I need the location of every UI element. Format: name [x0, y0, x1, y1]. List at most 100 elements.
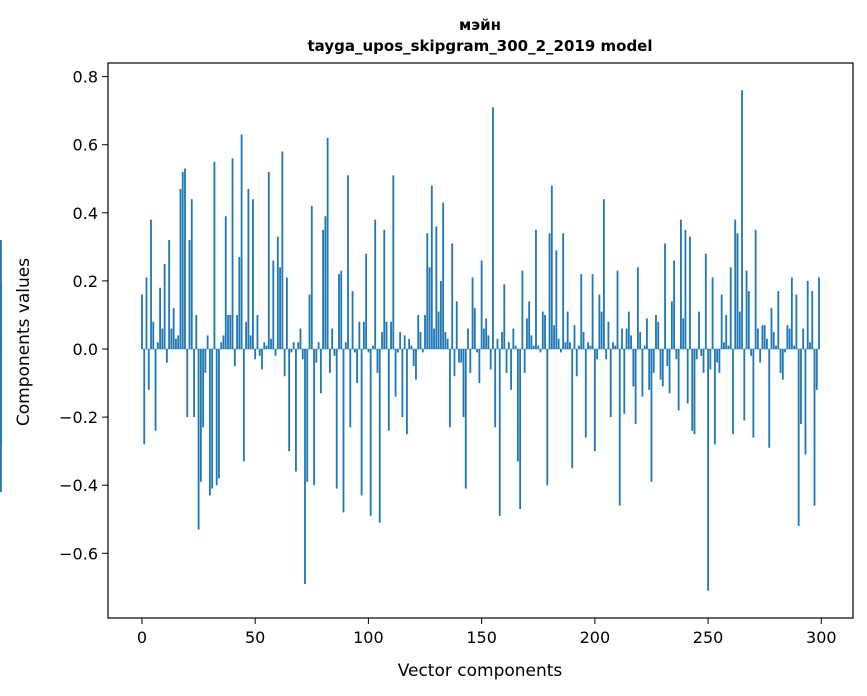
bar — [238, 257, 241, 350]
bar — [623, 349, 626, 414]
bar — [322, 229, 325, 350]
bar — [578, 345, 580, 350]
bar — [627, 311, 630, 350]
bar — [614, 345, 617, 350]
bar — [473, 308, 476, 350]
bar — [784, 349, 786, 353]
bar — [648, 349, 651, 390]
bar — [777, 291, 780, 350]
bar — [349, 349, 352, 428]
y-axis-ticks: −0.6 −0.4 −0.2 0.0 0.2 0.4 0.6 0.8 — [59, 68, 108, 563]
bar — [664, 243, 666, 350]
bar — [453, 349, 456, 377]
bar — [150, 219, 152, 350]
bar — [790, 277, 793, 350]
bar — [204, 349, 207, 373]
bar — [376, 349, 379, 373]
bar — [516, 349, 519, 462]
bar — [310, 206, 313, 350]
bar — [378, 349, 381, 523]
bar — [639, 331, 642, 350]
bar — [258, 349, 261, 356]
bar — [254, 349, 257, 360]
bar — [736, 233, 739, 350]
bar — [630, 335, 632, 350]
bar — [573, 325, 576, 350]
bar — [684, 229, 687, 350]
bar — [813, 349, 816, 506]
bar — [145, 277, 148, 350]
bar — [734, 219, 737, 350]
bar — [743, 349, 746, 421]
bar — [589, 345, 592, 350]
bar — [170, 328, 173, 350]
bar — [754, 229, 757, 350]
bar — [781, 349, 784, 380]
bar — [446, 338, 449, 350]
bar — [338, 274, 340, 350]
bar — [695, 349, 698, 360]
x-tick-label: 200 — [580, 628, 611, 647]
bar — [689, 236, 691, 350]
bar — [598, 294, 601, 350]
bar — [702, 349, 705, 373]
bar — [756, 328, 759, 350]
bar — [412, 349, 415, 367]
bar — [141, 294, 143, 350]
chart-title-line1: мэйн — [459, 16, 501, 34]
bar — [632, 349, 635, 387]
bar — [752, 349, 755, 438]
bar — [329, 349, 331, 373]
bar — [718, 349, 721, 373]
bar — [680, 219, 682, 350]
bar — [682, 318, 685, 350]
bar — [818, 277, 820, 350]
y-tick-label: 0.8 — [73, 68, 98, 87]
bar — [236, 314, 238, 350]
bar — [535, 229, 537, 350]
bar — [229, 314, 232, 350]
bar — [292, 342, 295, 350]
bar — [195, 314, 198, 350]
bar — [344, 342, 347, 350]
bar — [385, 321, 388, 350]
bar — [202, 349, 205, 428]
bar — [177, 335, 180, 350]
bar — [274, 349, 277, 356]
bar — [709, 349, 712, 370]
bar — [668, 349, 671, 394]
bar — [147, 349, 150, 390]
bar — [399, 331, 402, 350]
bar — [213, 161, 216, 350]
bar — [686, 349, 689, 404]
bar — [326, 137, 329, 350]
bar — [408, 338, 411, 350]
bar — [154, 349, 157, 431]
bar — [793, 345, 796, 350]
bar — [333, 349, 336, 356]
bar — [745, 270, 748, 350]
bar — [444, 331, 447, 350]
bar — [175, 338, 177, 350]
bar — [351, 291, 354, 350]
bar — [265, 345, 268, 350]
bar — [716, 349, 719, 363]
bar — [650, 349, 653, 482]
bar — [487, 335, 490, 350]
bar — [458, 349, 460, 363]
bar — [426, 233, 429, 350]
bar — [550, 185, 553, 350]
bar — [532, 345, 535, 350]
bar — [245, 321, 248, 350]
bar — [772, 331, 775, 350]
chart-title-line2: tayga_upos_skipgram_300_2_2019 model — [308, 37, 653, 55]
bar — [707, 349, 709, 591]
bar — [290, 349, 293, 353]
bar — [555, 250, 558, 350]
bar — [693, 349, 696, 435]
bar — [342, 349, 345, 513]
bar — [451, 243, 454, 350]
bar — [0, 284, 2, 350]
bar — [494, 349, 497, 428]
bar — [711, 277, 714, 350]
